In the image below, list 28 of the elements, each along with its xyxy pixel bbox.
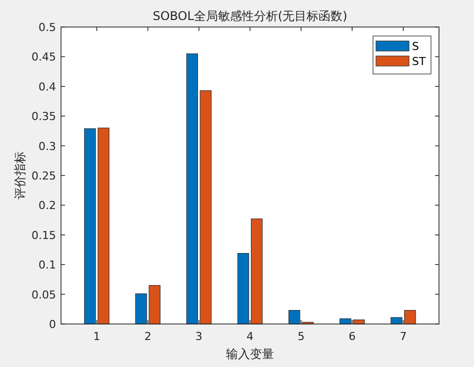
bar (186, 53, 198, 324)
bar (250, 218, 263, 324)
y-tick-label: 0.1 (38, 258, 56, 272)
y-tick-label: 0.45 (32, 50, 56, 64)
bar (237, 253, 250, 324)
y-axis-title: 评价指标 (13, 152, 27, 200)
x-axis-title: 输入变量 (226, 347, 274, 361)
x-tick-label: 7 (400, 330, 407, 343)
bar (288, 310, 300, 324)
x-tick-label: 3 (195, 330, 202, 343)
legend-label: S (412, 40, 419, 53)
bar (200, 90, 212, 324)
y-tick-label: 0.4 (38, 80, 56, 94)
y-tick-label: 0.05 (32, 288, 56, 302)
y-tick-label: 0.5 (38, 21, 56, 34)
x-tick-label: 5 (298, 330, 305, 343)
y-tick-label: 0.25 (32, 170, 56, 182)
y-tick-label: 0.15 (32, 228, 56, 242)
y-tick-label: 0.3 (38, 140, 56, 153)
x-tick-label: 1 (93, 330, 100, 343)
x-tick-label: 4 (246, 330, 254, 343)
y-tick-label: 0 (49, 318, 56, 331)
y-tick-label: 0.2 (38, 199, 56, 212)
legend-label: ST (412, 55, 426, 68)
chart-title: SOBOL全局敏感性分析(无目标函数) (152, 9, 348, 23)
x-tick-label: 2 (144, 330, 152, 343)
y-tick-label: 0.35 (32, 110, 56, 124)
x-tick-label: 6 (348, 330, 356, 343)
